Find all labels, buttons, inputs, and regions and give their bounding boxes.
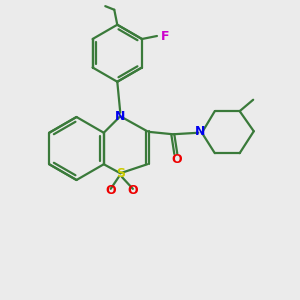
Text: N: N: [115, 110, 125, 123]
Text: S: S: [116, 167, 125, 180]
Text: O: O: [171, 153, 182, 166]
Text: F: F: [161, 29, 170, 43]
Text: O: O: [105, 184, 116, 197]
Text: N: N: [195, 125, 205, 138]
Text: O: O: [128, 184, 138, 197]
